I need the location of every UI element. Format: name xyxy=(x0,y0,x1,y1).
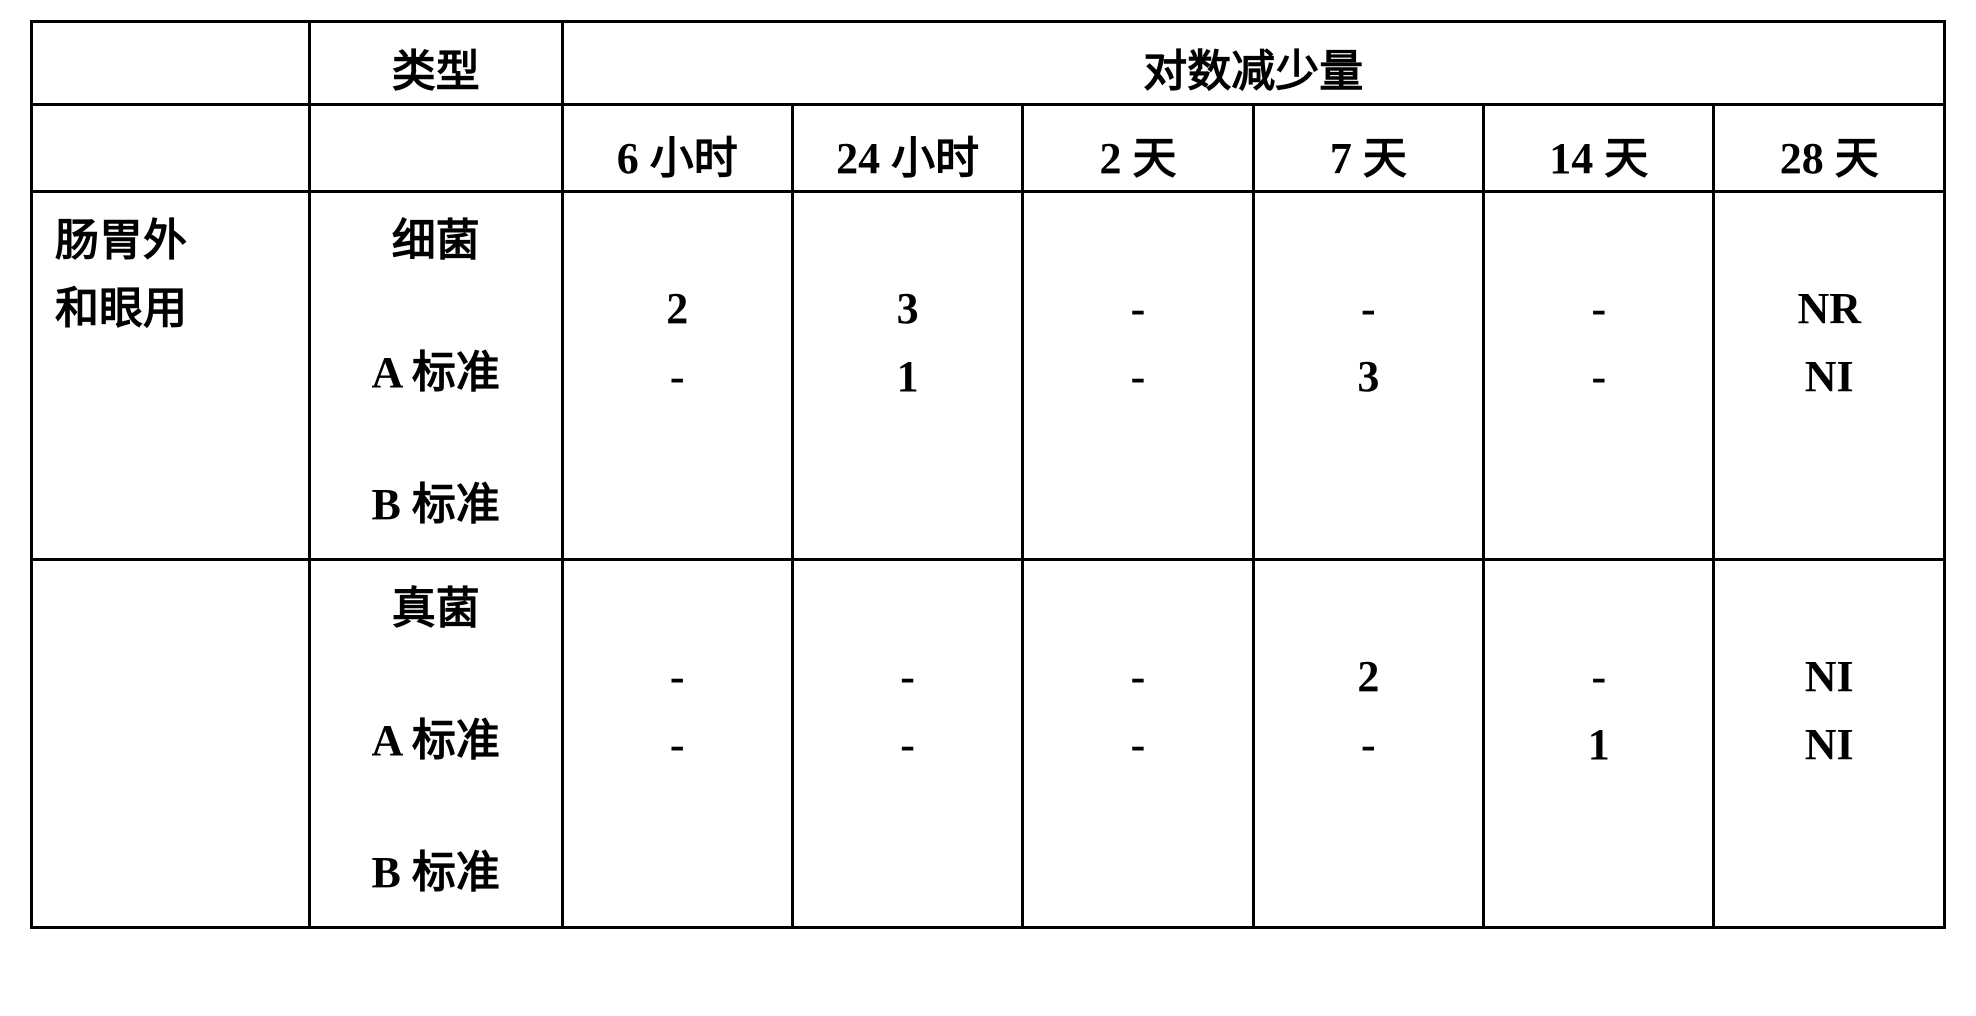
time-0: 6 小时 xyxy=(562,105,792,192)
header2-empty-1 xyxy=(309,105,562,192)
section1-type-cell: 细菌 A 标准 B 标准 xyxy=(309,192,562,560)
time-1: 24 小时 xyxy=(792,105,1022,192)
header-merged: 对数减少量 xyxy=(562,22,1944,105)
section2-row1-label: B 标准 xyxy=(372,839,500,907)
header-type-label: 类型 xyxy=(311,23,561,99)
s2-r1-c2: - xyxy=(1131,711,1146,779)
s2-c2: . - - xyxy=(1023,560,1253,928)
header-row-1: 类型 对数减少量 xyxy=(32,22,1945,105)
s2-r0-c2: - xyxy=(1131,643,1146,711)
row-label-empty xyxy=(32,560,310,928)
s1-c5: . NR NI xyxy=(1714,192,1945,560)
s2-c4: . - 1 xyxy=(1484,560,1714,928)
header-row-2: 6 小时 24 小时 2 天 7 天 14 天 28 天 xyxy=(32,105,1945,192)
s2-c0: . - - xyxy=(562,560,792,928)
header-merged-label: 对数减少量 xyxy=(564,23,1943,99)
section1-category: 细菌 xyxy=(392,207,480,275)
s1-c0: . 2 - xyxy=(562,192,792,560)
s1-r1-c1: 1 xyxy=(897,343,919,411)
row-label-line1: 肠胃外 xyxy=(55,207,308,275)
s1-r1-c3: 3 xyxy=(1357,343,1379,411)
s2-r0-c0: - xyxy=(670,643,685,711)
s2-r0-c4: - xyxy=(1591,643,1606,711)
s1-r0-c4: - xyxy=(1591,275,1606,343)
log-reduction-table: 类型 对数减少量 6 小时 24 小时 2 天 7 天 14 天 28 天 肠胃… xyxy=(30,20,1946,929)
time-3: 7 天 xyxy=(1253,105,1483,192)
s1-c3: . - 3 xyxy=(1253,192,1483,560)
s2-r0-c1: - xyxy=(900,643,915,711)
section2-type-cell: 真菌 A 标准 B 标准 xyxy=(309,560,562,928)
s1-c2: . - - xyxy=(1023,192,1253,560)
s2-r0-c3: 2 xyxy=(1357,643,1379,711)
s1-r0-c1: 3 xyxy=(897,275,919,343)
s1-r0-c2: - xyxy=(1131,275,1146,343)
s2-r1-c0: - xyxy=(670,711,685,779)
section2-row0-label: A 标准 xyxy=(372,707,500,775)
header-empty xyxy=(32,22,310,105)
s2-r0-c5: NI xyxy=(1805,643,1854,711)
section1-row1-label: B 标准 xyxy=(372,471,500,539)
s2-r1-c4: 1 xyxy=(1588,711,1610,779)
s1-r0-c3: - xyxy=(1361,275,1376,343)
time-2: 2 天 xyxy=(1023,105,1253,192)
s2-c3: . 2 - xyxy=(1253,560,1483,928)
s2-c1: . - - xyxy=(792,560,1022,928)
s2-r1-c5: NI xyxy=(1805,711,1854,779)
header-type: 类型 xyxy=(309,22,562,105)
section-fungi-row: 真菌 A 标准 B 标准 . - - . - - xyxy=(32,560,1945,928)
s1-r0-c5: NR xyxy=(1797,275,1861,343)
time-4: 14 天 xyxy=(1484,105,1714,192)
s1-r1-c0: - xyxy=(670,343,685,411)
s1-r1-c5: NI xyxy=(1805,343,1854,411)
s1-r0-c0: 2 xyxy=(666,275,688,343)
s2-r1-c1: - xyxy=(900,711,915,779)
section2-category: 真菌 xyxy=(392,575,480,643)
section1-row0-label: A 标准 xyxy=(372,339,500,407)
section-bacteria-row: 肠胃外 和眼用 细菌 A 标准 B 标准 . 2 - . xyxy=(32,192,1945,560)
s1-r1-c4: - xyxy=(1591,343,1606,411)
time-5: 28 天 xyxy=(1714,105,1945,192)
row-label-cell: 肠胃外 和眼用 xyxy=(32,192,310,560)
row-label-line2: 和眼用 xyxy=(55,275,308,343)
header2-empty-0 xyxy=(32,105,310,192)
s1-c4: . - - xyxy=(1484,192,1714,560)
s1-c1: . 3 1 xyxy=(792,192,1022,560)
s1-r1-c2: - xyxy=(1131,343,1146,411)
s2-r1-c3: - xyxy=(1361,711,1376,779)
s2-c5: . NI NI xyxy=(1714,560,1945,928)
